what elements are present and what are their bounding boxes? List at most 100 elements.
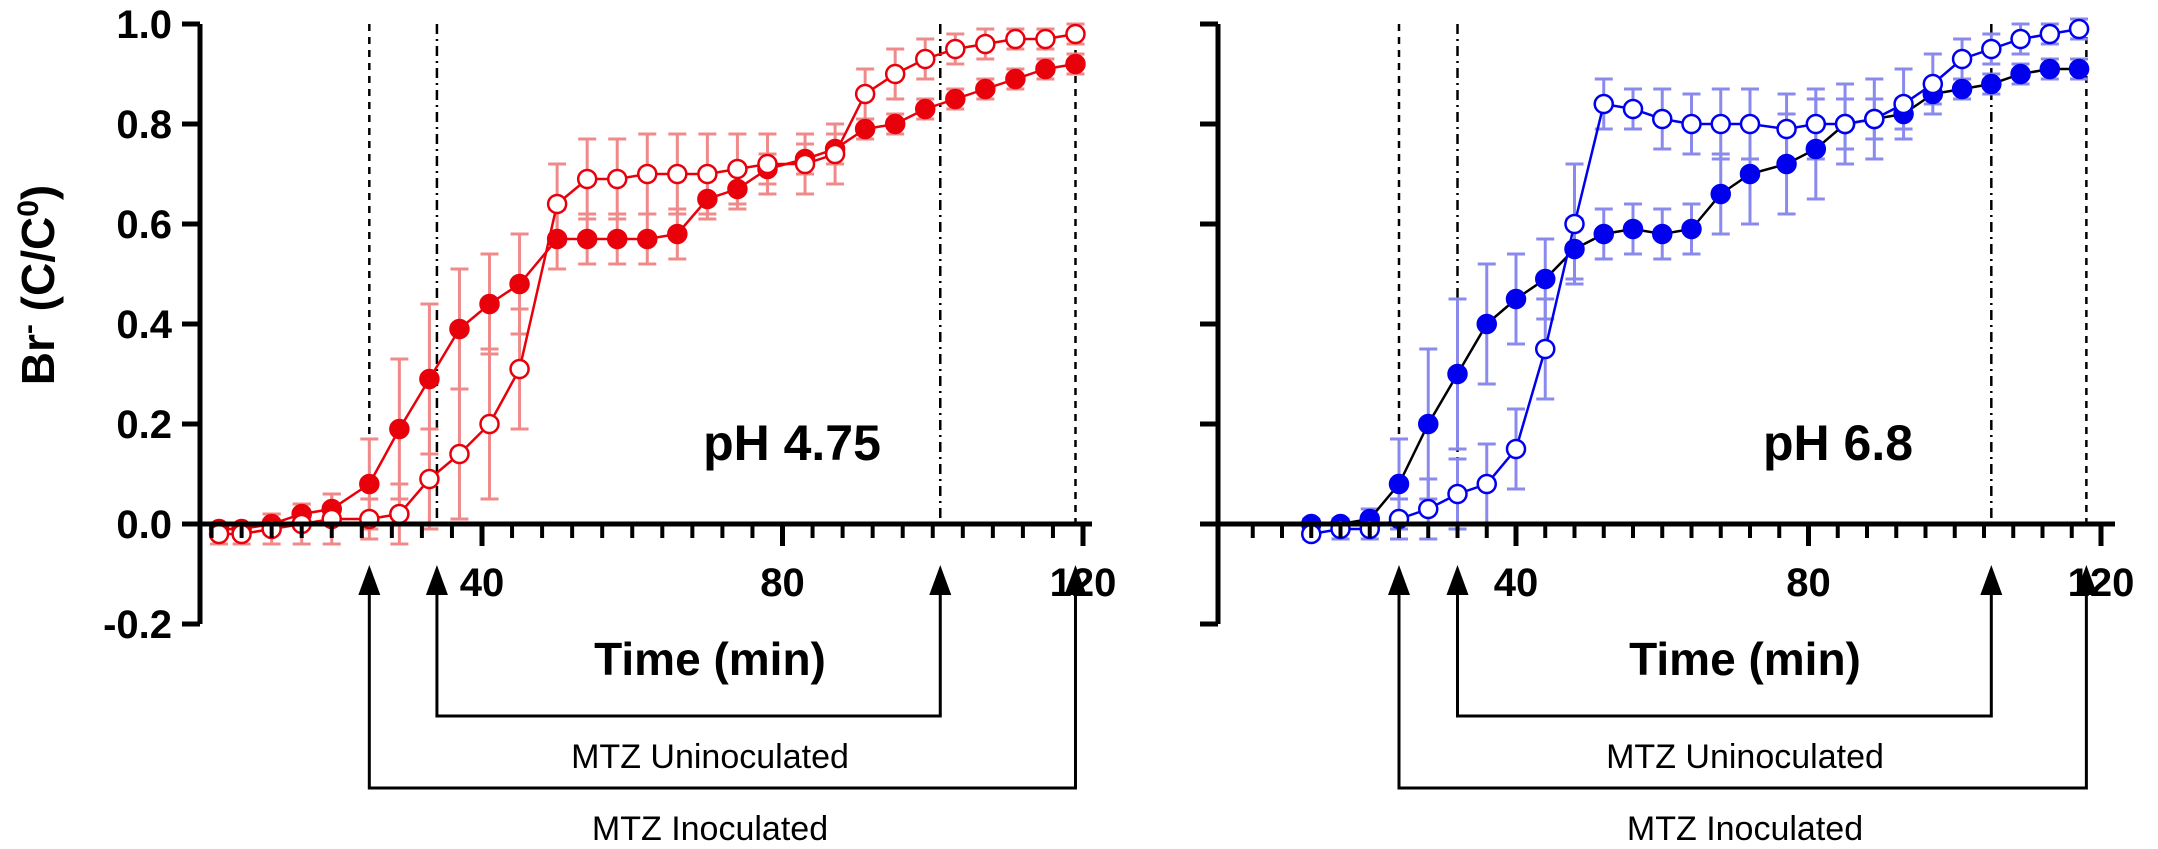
data-point-open xyxy=(1065,23,1086,45)
y-axis-title-sup: - xyxy=(12,324,45,334)
data-point-open xyxy=(1951,48,1973,70)
data-point-open xyxy=(854,83,876,105)
panel-label: pH 4.75 xyxy=(703,415,881,471)
data-point-filled xyxy=(697,188,718,210)
x-axis-title: Time (min) xyxy=(1629,633,1861,685)
data-point-open xyxy=(1922,73,1944,95)
data-point-filled xyxy=(1739,163,1761,185)
data-point-open xyxy=(479,413,500,435)
uninoculated-bracket xyxy=(435,583,942,718)
x-tick-label: 40 xyxy=(1494,561,1539,605)
data-point-open xyxy=(757,153,778,175)
data-point-open xyxy=(1035,28,1056,50)
data-point-open xyxy=(449,443,470,465)
data-point-filled xyxy=(479,293,500,315)
arrowhead xyxy=(1388,565,1410,595)
data-point-open xyxy=(1535,338,1556,360)
data-point-open xyxy=(1418,498,1439,520)
arrowhead xyxy=(929,565,952,595)
arrowhead xyxy=(425,565,448,595)
data-point-open xyxy=(1505,438,1527,460)
data-point-filled xyxy=(509,273,530,295)
data-point-open xyxy=(419,468,440,490)
data-point-open xyxy=(606,168,628,190)
inoculated-bracket xyxy=(1397,583,2088,790)
data-point-filled xyxy=(1622,218,1644,240)
data-point-filled xyxy=(727,178,748,200)
panel-ph-4-75: -0.2 0.0 0.2 0.4 0.6 0.8 1.0 40 80 120 pH 4.75 Ti… xyxy=(12,3,1117,848)
data-point-open xyxy=(1805,113,1827,135)
data-point-open xyxy=(975,33,996,55)
data-point-open xyxy=(546,193,568,215)
data-point-filled xyxy=(1805,138,1827,160)
panel-ph-6-8: 40 80 120 pH 6.8 Time (min) MTZ Uninoculat… xyxy=(1200,17,2135,848)
data-point-open xyxy=(1710,113,1731,135)
data-point-open xyxy=(2068,18,2090,40)
data-point-filled xyxy=(1951,78,1973,100)
panel-label: pH 6.8 xyxy=(1763,415,1913,471)
data-point-filled xyxy=(1505,288,1527,310)
y-tick-label: 0.6 xyxy=(116,203,172,247)
data-point-open xyxy=(1005,28,1026,50)
data-point-filled xyxy=(1418,413,1439,435)
series-layer xyxy=(1301,17,2090,545)
y-tick-label: 0.2 xyxy=(116,403,172,447)
panel-lines xyxy=(1397,24,2088,524)
x-tick-label: 120 xyxy=(2068,561,2135,605)
data-point-open xyxy=(1776,118,1797,140)
x-tick-label: 80 xyxy=(1786,561,1831,605)
data-point-open xyxy=(1834,113,1856,135)
y-tick-label: 0.0 xyxy=(116,503,172,547)
series-layer xyxy=(208,22,1086,546)
data-point-filled xyxy=(359,473,380,495)
data-point-filled xyxy=(637,228,658,250)
data-point-filled xyxy=(576,228,598,250)
data-point-filled xyxy=(2039,58,2061,80)
data-point-open xyxy=(824,143,846,165)
data-point-open xyxy=(1681,113,1702,135)
data-point-open xyxy=(697,163,718,185)
arrowhead xyxy=(1446,565,1469,595)
data-point-filled xyxy=(1981,73,2002,95)
data-point-open xyxy=(1622,98,1644,120)
data-point-filled xyxy=(914,98,936,120)
window-label-inoculated: MTZ Inoculated xyxy=(1627,810,1863,848)
y-tick-label: -0.2 xyxy=(103,603,172,647)
y-axis-title-sup2: 0 xyxy=(12,200,45,217)
data-point-open xyxy=(637,163,658,185)
data-point-filled xyxy=(1776,153,1797,175)
data-point-open xyxy=(945,38,966,60)
y-axis-title-close: ) xyxy=(12,185,64,200)
data-point-filled xyxy=(1710,183,1731,205)
axes-layer: -0.2 0.0 0.2 0.4 0.6 0.8 1.0 40 80 120 xyxy=(103,3,1117,790)
y-tick-label: 0.8 xyxy=(116,103,172,147)
x-tick-label: 80 xyxy=(760,561,805,605)
data-point-filled xyxy=(1388,473,1410,495)
inoculated-bracket xyxy=(367,583,1077,790)
data-point-filled xyxy=(667,223,688,245)
data-point-open xyxy=(1564,213,1585,235)
data-point-open xyxy=(2010,28,2031,50)
window-label-uninoculated: MTZ Uninoculated xyxy=(1606,738,1884,776)
data-point-filled xyxy=(1535,268,1556,290)
data-point-filled xyxy=(1681,218,1702,240)
data-point-filled xyxy=(1065,53,1086,75)
data-point-filled xyxy=(2010,63,2031,85)
y-tick-label: 1.0 xyxy=(116,3,172,47)
data-point-open xyxy=(1864,108,1885,130)
data-point-filled xyxy=(1035,58,1056,80)
data-point-open xyxy=(1893,93,1914,115)
arrowhead xyxy=(358,565,381,595)
window-label-uninoculated: MTZ Uninoculated xyxy=(571,738,849,776)
arrowhead xyxy=(1980,565,2003,595)
uninoculated-bracket xyxy=(1456,583,1993,718)
data-point-filled xyxy=(449,318,470,340)
data-point-open xyxy=(576,168,598,190)
window-label-inoculated: MTZ Inoculated xyxy=(592,810,828,848)
data-point-filled xyxy=(606,228,628,250)
arrowhead xyxy=(1064,565,1087,595)
data-point-open xyxy=(509,358,530,380)
data-point-open xyxy=(1981,38,2002,60)
x-tick-label: 120 xyxy=(1050,561,1117,605)
